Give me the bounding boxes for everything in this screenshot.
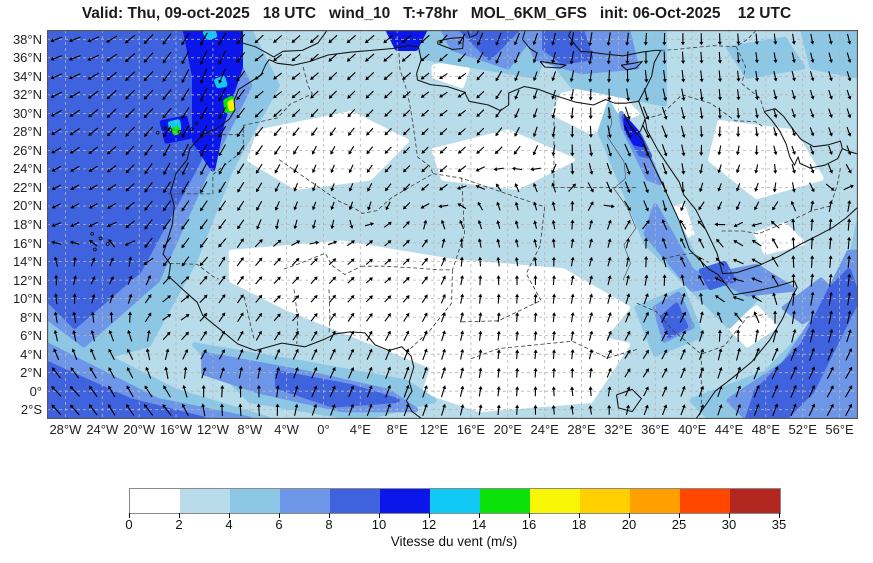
lat-label: 20°N [12, 198, 42, 214]
lat-label: 2°S [20, 402, 42, 418]
lon-label: 20°W [123, 422, 156, 437]
colorbar-segment [280, 489, 330, 513]
colorbar-tick-mark [629, 513, 630, 518]
colorbar-tick-mark [579, 513, 580, 518]
lat-label: 2°N [20, 365, 42, 381]
colorbar-tick-label: 4 [225, 517, 233, 532]
lon-label: 12°E [419, 422, 449, 437]
colorbar-tick-label: 16 [521, 517, 537, 532]
lon-label: 24°E [530, 422, 559, 437]
lat-label: 6°N [20, 328, 42, 344]
lon-label: 4°W [274, 422, 299, 437]
lat-label: 36°N [12, 50, 42, 66]
colorbar-tick-mark [679, 513, 680, 518]
lon-label: 32°E [604, 422, 633, 437]
colorbar-tick-mark [729, 513, 730, 518]
lat-label: 18°N [12, 217, 42, 232]
colorbar-tick-label: 25 [671, 517, 687, 532]
colorbar-tick-label: 10 [371, 517, 387, 532]
lat-label: 38°N [12, 31, 42, 47]
colorbar-tick-mark [779, 513, 780, 518]
lon-label: 40°E [677, 422, 707, 437]
colorbar-segment [680, 489, 730, 513]
colorbar-tick-label: 2 [175, 517, 183, 532]
colorbar-segment [130, 489, 180, 513]
lon-label: 16°W [160, 422, 192, 437]
colorbar-tick-label: 12 [421, 517, 437, 532]
colorbar-tick-label: 35 [771, 517, 787, 532]
colorbar-segment [330, 489, 380, 513]
colorbar-tick-label: 30 [721, 517, 737, 532]
colorbar-tick-mark [429, 513, 430, 518]
lon-label: 16°E [456, 422, 486, 437]
lat-label: 32°N [12, 87, 42, 103]
lon-label: 52°E [788, 422, 817, 437]
lon-label: 36°E [641, 422, 670, 437]
lat-label: 30°N [12, 105, 42, 121]
colorbar-tick-mark [329, 513, 330, 518]
lon-label: 0° [317, 422, 330, 437]
colorbar-tick-label: 14 [471, 517, 487, 532]
colorbar-tick-mark [479, 513, 480, 518]
colorbar [129, 488, 781, 514]
colorbar-segment [580, 489, 630, 513]
colorbar-tick-label: 0 [125, 517, 133, 532]
lat-label: 16°N [12, 235, 42, 251]
lat-label: 22°N [12, 179, 42, 195]
colorbar-segment [430, 489, 480, 513]
lon-label: 12°W [196, 422, 229, 437]
lon-label: 44°E [714, 422, 744, 437]
colorbar-segment [630, 489, 680, 513]
lat-label: 10°N [12, 291, 42, 307]
colorbar-segment [530, 489, 580, 513]
lon-label: 24°W [86, 422, 119, 437]
colorbar-tick-label: 6 [275, 517, 283, 532]
lat-label: 4°N [20, 346, 42, 362]
colorbar-segment [480, 489, 530, 513]
colorbar-segment [180, 489, 230, 513]
lon-label: 4°E [349, 422, 371, 437]
lat-label: 24°N [12, 161, 42, 177]
lon-label: 20°E [493, 422, 522, 437]
colorbar-tick-mark [229, 513, 230, 518]
lat-label: 26°N [12, 142, 42, 158]
lat-label: 14°N [12, 254, 42, 270]
colorbar-tick-mark [529, 513, 530, 518]
wind-arrows [50, 32, 854, 417]
colorbar-segment [380, 489, 430, 513]
colorbar-tick-label: 20 [621, 517, 637, 532]
lat-label: 28°N [12, 124, 42, 140]
lat-label: 34°N [12, 68, 42, 84]
colorbar-tick-mark [179, 513, 180, 518]
colorbar-segment [730, 489, 780, 513]
lon-label: 56°E [825, 422, 854, 437]
lon-label: 8°W [237, 422, 263, 437]
colorbar-tick-label: 8 [325, 517, 333, 532]
colorbar-tick-mark [129, 513, 130, 518]
colorbar-tick-label: 18 [571, 517, 587, 532]
colorbar-tick-mark [279, 513, 280, 518]
lat-label: 12°N [12, 272, 42, 288]
colorbar-tick-mark [379, 513, 380, 518]
lon-label: 28°E [567, 422, 596, 437]
wind-map [47, 30, 858, 419]
colorbar-segment [230, 489, 280, 513]
colorbar-label: Vitesse du vent (m/s) [390, 534, 518, 549]
lat-label: 8°N [20, 309, 42, 325]
lon-label: 8°E [386, 422, 408, 437]
lat-label: 0° [29, 383, 42, 399]
lon-label: 48°E [751, 422, 780, 437]
lon-label: 28°W [49, 422, 82, 437]
page-title: Valid: Thu, 09-oct-2025 18 UTC wind_10 T… [81, 5, 792, 22]
